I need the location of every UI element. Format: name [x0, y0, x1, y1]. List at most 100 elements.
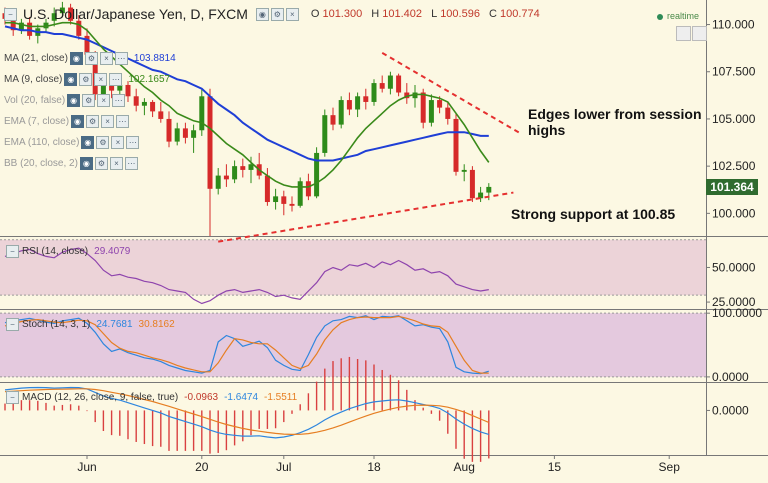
candle-body — [363, 96, 369, 102]
candle-body — [289, 203, 295, 206]
rsi-line — [4, 247, 489, 305]
candle-body — [281, 196, 287, 204]
more-icon[interactable]: ⋯ — [109, 73, 123, 86]
candle-body — [486, 186, 492, 193]
close-icon[interactable]: × — [99, 52, 113, 65]
eye-icon[interactable]: ◉ — [71, 115, 85, 128]
high-label: H — [371, 8, 380, 20]
stoch-k-value: 24.7681 — [96, 319, 133, 330]
macd-tick-label: 0.0000 — [712, 403, 749, 417]
candle-body — [420, 92, 426, 123]
price-tick-label: 110.000 — [712, 18, 755, 32]
indicator-label: Vol (20, false) — [4, 95, 66, 106]
candle-body — [51, 13, 57, 21]
candle-body — [133, 96, 139, 106]
close-value: 100.774 — [499, 8, 540, 20]
candle-body — [355, 96, 361, 110]
layout-icon[interactable] — [676, 26, 691, 41]
settings-icon[interactable]: ⚙ — [79, 73, 93, 86]
stoch-legend: − Stoch (14, 3, 1) 24.7681 30.8162 — [4, 318, 175, 331]
ohlc-readout: O 101.300 H 101.402 L 100.596 C 100.774 — [305, 8, 540, 20]
indicator-row: BB (20, close, 2) ◉ ⚙ × ⋯ — [4, 157, 138, 170]
close-icon[interactable]: × — [101, 115, 115, 128]
settings-icon[interactable]: ⚙ — [270, 7, 284, 21]
candle-body — [428, 100, 434, 123]
more-icon[interactable]: ⋯ — [116, 115, 130, 128]
candle-body — [240, 166, 246, 170]
indicator-label: MA (21, close) — [4, 53, 68, 64]
rsi-band — [0, 239, 706, 296]
candle-body — [371, 83, 377, 102]
rsi-collapse-icon[interactable]: − — [6, 245, 19, 258]
indicator-row: MA (9, close) ◉ ⚙ × ⋯ 102.1657 — [4, 73, 170, 86]
candle-body — [199, 96, 205, 131]
close-label: C — [489, 8, 497, 20]
eye-icon[interactable]: ◉ — [81, 136, 95, 149]
candle-body — [100, 81, 106, 95]
more-icon[interactable]: ⋯ — [126, 136, 140, 149]
stoch-collapse-icon[interactable]: − — [6, 318, 19, 331]
macd-label: MACD (12, 26, close, 9, false, true) — [22, 392, 179, 403]
close-icon[interactable]: × — [285, 7, 299, 21]
settings-icon[interactable]: ⚙ — [84, 52, 98, 65]
candle-body — [59, 7, 65, 14]
eye-icon[interactable]: ◉ — [69, 52, 83, 65]
close-icon[interactable]: × — [109, 157, 123, 170]
rsi-legend: − RSI (14, close) 29.4079 — [4, 245, 130, 258]
candle-body — [297, 181, 303, 206]
candle-body — [182, 128, 188, 138]
eye-icon[interactable]: ◉ — [79, 157, 93, 170]
macd-line-value: -1.6474 — [224, 392, 259, 403]
candle-body — [412, 92, 418, 99]
indicator-label: EMA (7, close) — [4, 116, 70, 127]
candle-body — [191, 130, 197, 138]
candle-body — [346, 100, 352, 110]
settings-icon[interactable]: ⚙ — [86, 115, 100, 128]
candle-body — [248, 164, 254, 170]
macd-collapse-icon[interactable]: − — [6, 391, 19, 404]
high-value: 101.402 — [382, 8, 422, 20]
ma21-line — [4, 25, 489, 162]
stoch-d-line — [4, 315, 489, 374]
candle-body — [117, 84, 123, 91]
collapse-icon[interactable]: − — [4, 7, 17, 21]
candle-body — [379, 83, 385, 89]
candle-body — [125, 84, 131, 97]
macd-signal-value: -1.5511 — [264, 392, 298, 403]
realtime-dot-icon — [657, 13, 663, 20]
candle-body — [330, 115, 336, 125]
candle-body — [461, 169, 467, 172]
candle-body — [453, 118, 459, 172]
eye-icon[interactable]: ◉ — [67, 94, 81, 107]
candle-body — [437, 100, 443, 108]
settings-icon[interactable]: ⚙ — [94, 157, 108, 170]
low-value: 100.596 — [440, 8, 480, 20]
stoch-k-line — [4, 315, 489, 375]
settings-icon[interactable]: ⚙ — [82, 94, 96, 107]
low-label: L — [431, 8, 438, 20]
price-tick-label: 105.000 — [712, 112, 756, 126]
settings-icon[interactable]: ⚙ — [96, 136, 110, 149]
close-icon[interactable]: × — [97, 94, 111, 107]
x-tick-label: 18 — [367, 460, 381, 474]
more-icon[interactable]: ⋯ — [124, 157, 138, 170]
close-icon[interactable]: × — [111, 136, 125, 149]
more-icon[interactable]: ⋯ — [112, 94, 126, 107]
resistance-annotation: Edges lower from session highs — [528, 106, 702, 138]
rsi-label: RSI (14, close) — [22, 246, 89, 257]
candle-body — [223, 175, 229, 180]
indicator-row: EMA (110, close) ◉ ⚙ × ⋯ — [4, 136, 140, 149]
candle-body — [314, 152, 320, 197]
eye-icon[interactable]: ◉ — [64, 73, 78, 86]
eye-icon[interactable]: ◉ — [255, 7, 269, 21]
candle-body — [174, 128, 180, 142]
close-icon[interactable]: × — [94, 73, 108, 86]
candle-body — [469, 169, 475, 199]
candle-body — [338, 100, 344, 125]
support-annotation: Strong support at 100.85 — [511, 206, 676, 222]
more-icon[interactable]: ⋯ — [114, 52, 128, 65]
indicator-row: MA (21, close) ◉ ⚙ × ⋯ 103.8814 — [4, 52, 176, 65]
fullscreen-icon[interactable] — [692, 26, 707, 41]
